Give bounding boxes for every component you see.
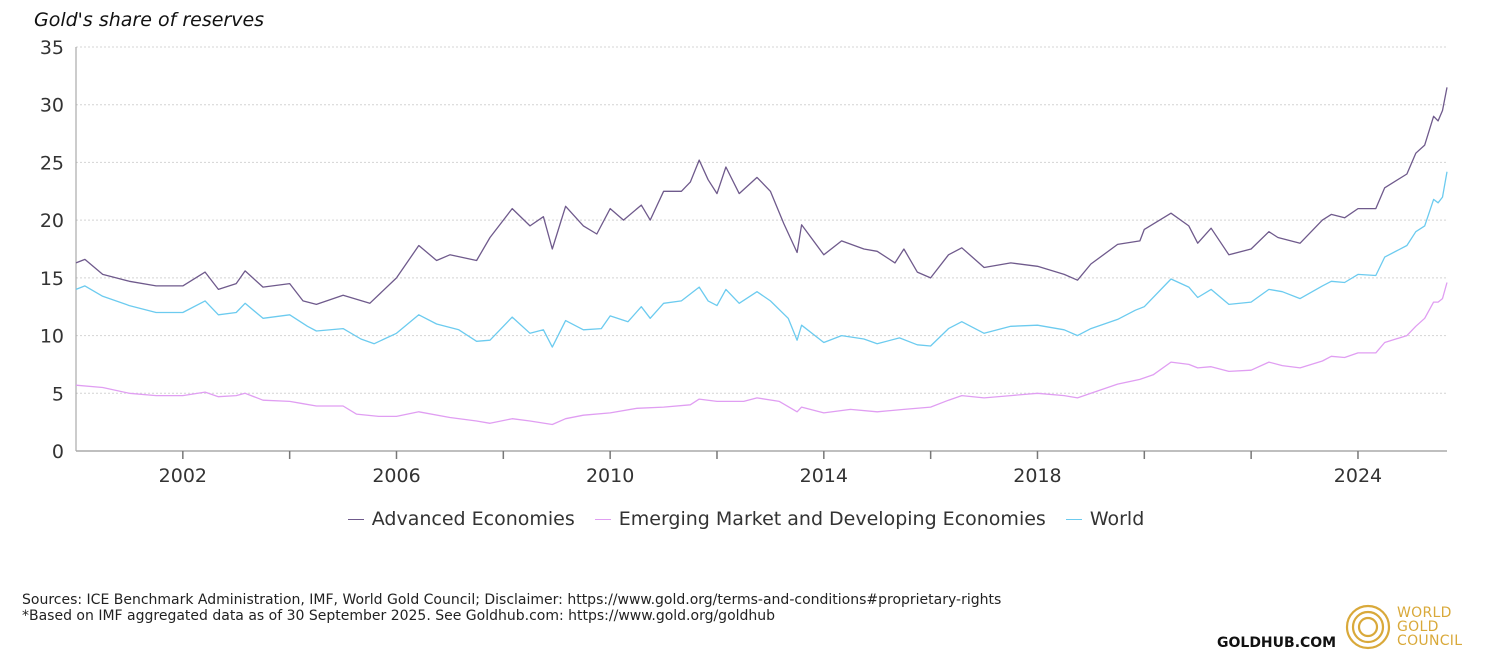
y-tick-label: 0 [52, 441, 64, 463]
y-tick-label: 15 [40, 268, 64, 290]
y-tick-label: 35 [40, 37, 64, 59]
rings-icon [1345, 604, 1391, 650]
logo-line: WORLD [1397, 605, 1452, 621]
x-tick-label: 2014 [800, 465, 848, 487]
note-text: *Based on IMF aggregated data as of 30 S… [22, 608, 776, 624]
legend-swatch [347, 518, 364, 520]
y-tick-label: 10 [40, 326, 64, 348]
chart-title: Gold's share of reserves [34, 9, 265, 31]
sources-text: Sources: ICE Benchmark Administration, I… [22, 592, 1002, 608]
goldhub-link[interactable]: GOLDHUB.COM [1217, 635, 1337, 651]
legend-label: World [1089, 508, 1145, 530]
logo-line: COUNCIL [1397, 633, 1463, 649]
legend-item-advanced[interactable]: Advanced Economies [347, 508, 575, 530]
logo-line: GOLD [1397, 619, 1439, 635]
legend-swatch [1065, 518, 1082, 520]
x-tick-label: 2018 [1013, 465, 1061, 487]
world-gold-council-logo: WORLD GOLD COUNCIL [1345, 604, 1462, 650]
x-tick-label: 2010 [586, 465, 634, 487]
y-tick-label: 25 [40, 152, 64, 174]
x-tick-label: 2006 [372, 465, 420, 487]
x-tick-label: 2002 [159, 465, 207, 487]
series-line-world [75, 171, 1448, 348]
legend-swatch [594, 518, 611, 520]
legend-item-emde[interactable]: Emerging Market and Developing Economies [594, 508, 1046, 530]
legend-item-world[interactable]: World [1065, 508, 1145, 530]
x-tick-label: 2024 [1334, 465, 1382, 487]
y-tick-label: 30 [40, 95, 64, 117]
legend-label: Emerging Market and Developing Economies [618, 508, 1046, 530]
legend: Advanced Economies Emerging Market and D… [0, 508, 1492, 530]
line-chart: 0 5 10 15 20 25 30 35 2002 2006 2010 2014 2018 2024 [40, 37, 1448, 487]
y-tick-label: 20 [40, 210, 64, 232]
series-line-emde [75, 282, 1448, 426]
legend-label: Advanced Economies [371, 508, 575, 530]
y-tick-label: 5 [52, 383, 64, 405]
series-line-advanced [75, 87, 1448, 306]
